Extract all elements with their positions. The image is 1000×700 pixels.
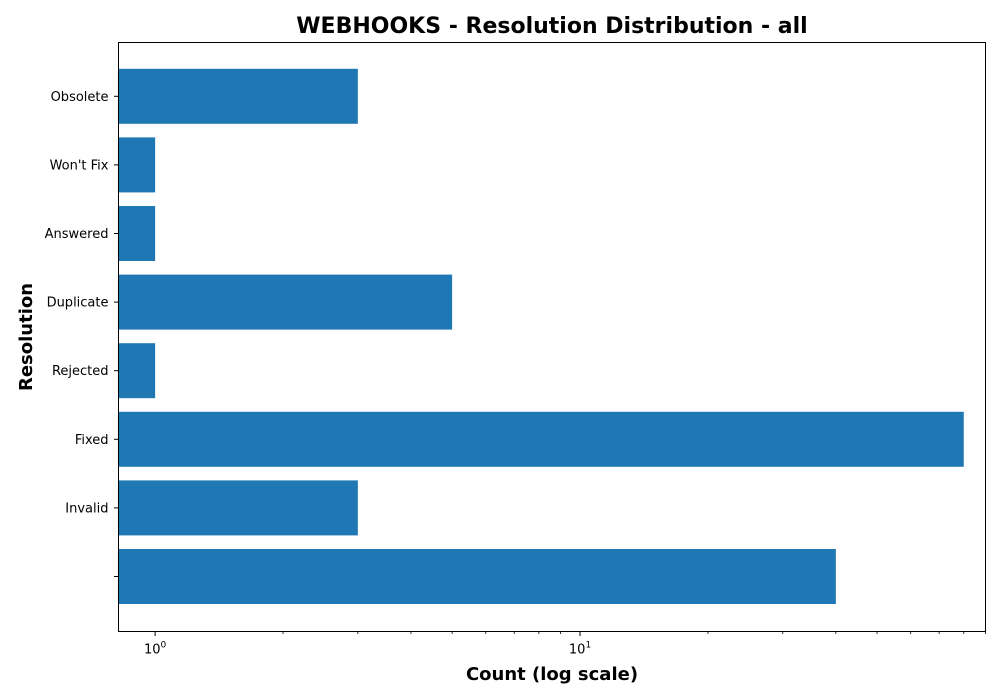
x-tick-label: 100 — [144, 641, 167, 658]
y-tick-label: Obsolete — [51, 90, 109, 105]
bar-won-t-fix — [118, 137, 156, 193]
bar-invalid — [118, 480, 358, 536]
bar-unlabeled — [118, 549, 836, 604]
chart-title: WEBHOOKS - Resolution Distribution - all — [296, 14, 807, 39]
plot-frame — [118, 42, 986, 632]
bar-duplicate — [118, 274, 453, 330]
y-tick-label: Rejected — [52, 364, 109, 379]
y-tick-label: Answered — [45, 227, 109, 242]
y-tick-label: Fixed — [75, 433, 109, 448]
bars-group — [118, 68, 964, 604]
x-tick-label: 101 — [569, 641, 591, 658]
y-axis-title: Resolution — [16, 283, 37, 391]
y-axis-ticks: Invalid Fixed Rejected Duplicate Answered Won… — [45, 90, 119, 577]
bar-obsolete — [118, 68, 358, 124]
x-axis-ticks: 100 101 — [144, 631, 986, 658]
bar-fixed — [118, 411, 964, 467]
y-tick-label: Invalid — [65, 501, 108, 516]
bar-answered — [118, 206, 156, 261]
y-tick-label: Won't Fix — [50, 158, 109, 173]
bar-rejected — [118, 343, 156, 399]
y-tick-label: Duplicate — [47, 296, 109, 311]
x-axis-title: Count (log scale) — [466, 664, 638, 685]
